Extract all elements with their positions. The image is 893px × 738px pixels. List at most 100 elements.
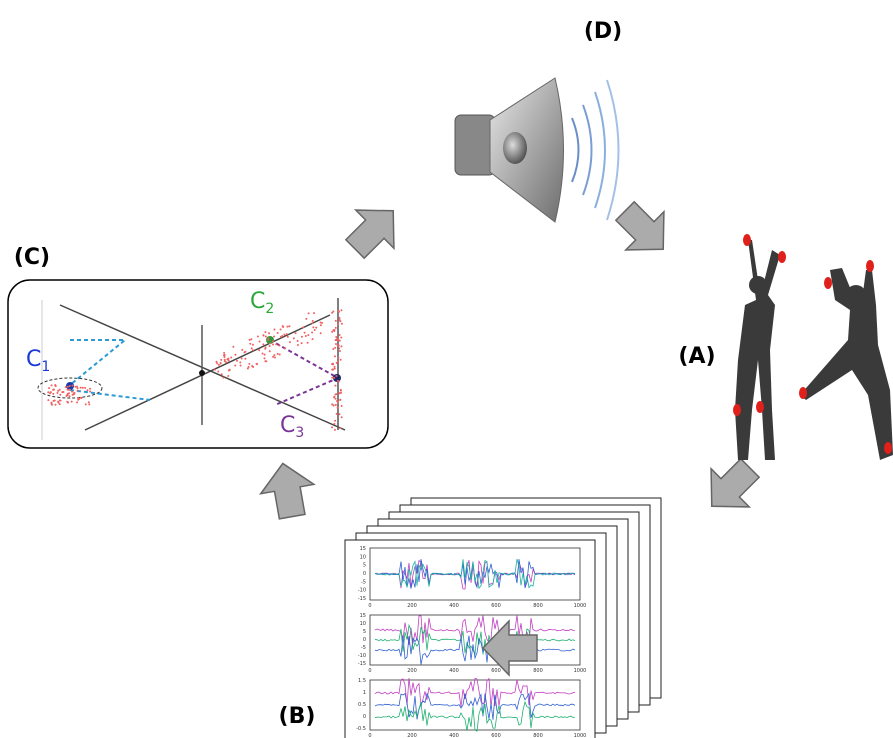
x-tick-label: 800 [533,668,543,674]
point [313,312,316,315]
point [75,385,78,388]
point [296,339,299,342]
point [273,354,276,357]
point [52,388,55,391]
point [339,358,342,361]
point [268,350,271,353]
point [244,350,247,353]
point [250,338,253,341]
point [64,386,67,389]
arrow [710,457,761,508]
y-tick-label: -10 [358,588,366,594]
point [223,356,226,359]
point [248,362,251,365]
point [269,342,272,345]
point [272,343,275,346]
point [334,326,337,329]
point [258,349,261,352]
point [78,397,81,400]
point [244,357,247,360]
point [281,335,284,338]
point [265,360,268,363]
point [304,334,307,337]
point [268,332,271,335]
point [296,344,299,347]
x-tick-label: 400 [449,733,459,738]
x-tick-label: 0 [368,668,371,674]
point [319,332,322,335]
figure [800,268,893,460]
point [334,419,337,422]
point [305,317,308,320]
point [334,393,337,396]
x-tick-label: 1000 [574,668,587,674]
label-d: (D) [584,19,622,44]
x-tick-label: 800 [533,733,543,738]
x-tick-label: 200 [407,668,417,674]
point [337,380,340,383]
point [338,310,341,313]
point [279,328,282,331]
arrow [344,209,395,260]
point [337,323,340,326]
y-tick-label: 5 [363,629,366,635]
point [300,335,303,338]
point [89,390,92,393]
point [331,426,334,429]
y-tick-label: 1 [363,690,366,696]
point [334,346,337,349]
point [311,338,314,341]
point [340,391,343,394]
point [307,312,310,315]
point [86,389,89,392]
point [339,398,342,401]
point [227,374,230,377]
point [71,384,74,387]
point [276,331,279,334]
point [333,367,336,370]
point [319,324,322,327]
point [286,325,289,328]
y-tick-label: -0.5 [356,726,366,732]
y-tick-label: 0.5 [358,702,366,708]
trace [374,635,576,665]
point [89,387,92,390]
point [58,399,61,402]
point [340,416,343,419]
point [283,347,286,350]
label-c: (C) [14,245,50,270]
point [84,403,87,406]
point [251,343,254,346]
point [47,399,50,402]
arrows [259,200,761,520]
point [333,395,336,398]
point [251,349,254,352]
point [249,342,252,345]
point [68,395,71,398]
point [337,338,340,341]
x-tick-label: 400 [449,603,459,609]
point [319,321,322,324]
point [332,348,335,351]
point [58,403,61,406]
x-tick-label: 400 [449,668,459,674]
point [223,351,226,354]
figure [735,240,780,460]
arrow [481,619,538,677]
x-tick-label: 600 [491,668,501,674]
point [87,401,90,404]
point [76,389,79,392]
point [217,370,220,373]
point [313,329,316,332]
point [335,335,338,338]
point [307,334,310,337]
point [54,384,57,387]
point [223,360,226,363]
point [219,362,222,365]
point [228,368,231,371]
x-tick-label: 1000 [574,733,587,738]
point [49,391,52,394]
point [226,358,229,361]
